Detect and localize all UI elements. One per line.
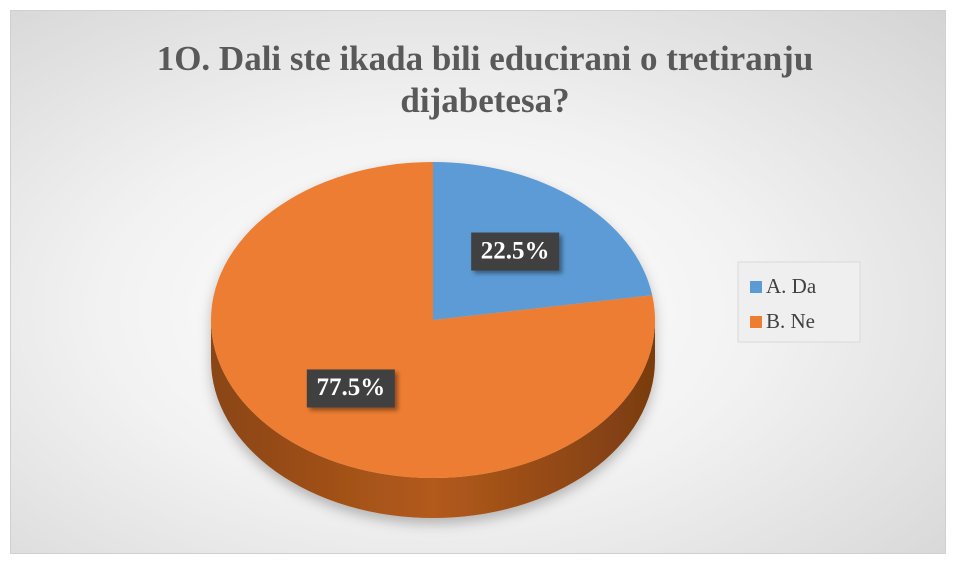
pie-side xyxy=(211,320,655,518)
data-label: 22.5% xyxy=(471,232,560,271)
pie xyxy=(210,162,655,518)
legend-marker xyxy=(750,281,762,293)
data-label: 77.5% xyxy=(306,369,395,408)
data-label-text: 77.5% xyxy=(316,374,385,401)
legend-label: B. Ne xyxy=(766,309,815,333)
legend-marker xyxy=(750,316,762,328)
data-label-text: 22.5% xyxy=(481,237,550,264)
data-label-box xyxy=(306,369,395,408)
legend-box xyxy=(737,261,861,343)
data-label-box xyxy=(471,232,560,271)
chart-title: 1O. Dali ste ikada bili educirani o tret… xyxy=(156,39,814,120)
legend-label: A. Da xyxy=(766,274,817,298)
